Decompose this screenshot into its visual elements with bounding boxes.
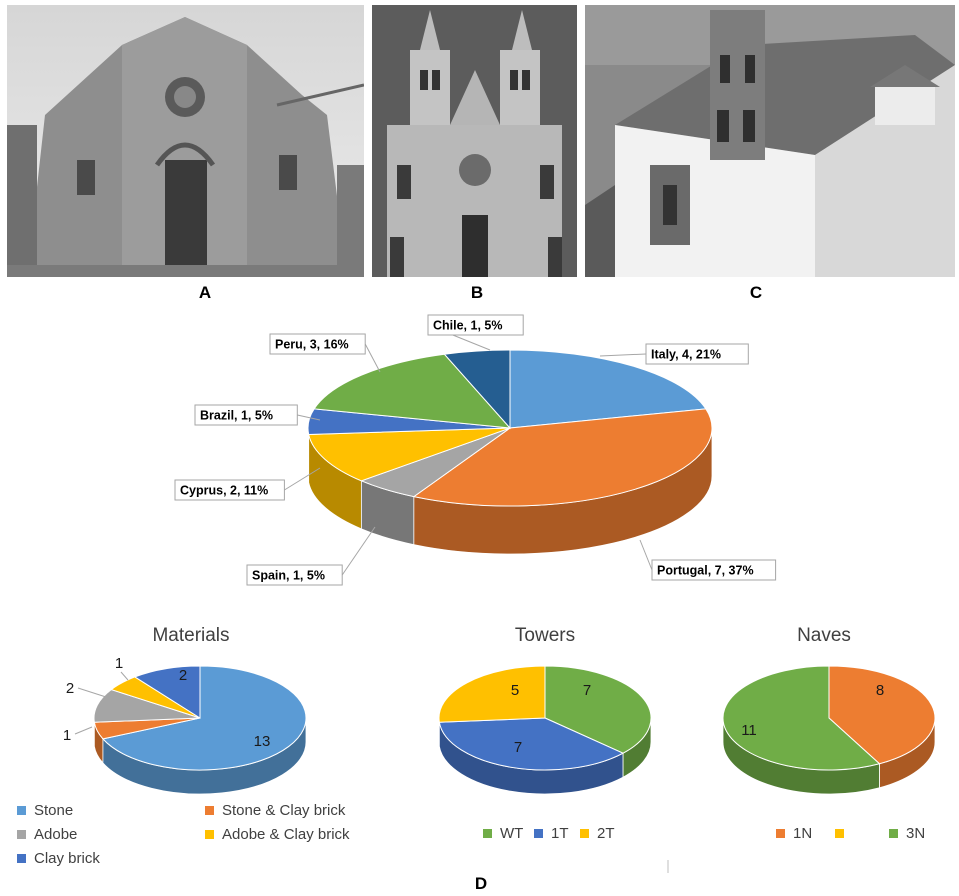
naves-legend: 1N 3N [776, 825, 925, 842]
materials-legend-swatch [205, 806, 214, 815]
naves-pie: Naves 8 11 [722, 625, 936, 795]
towers-legend-swatch [580, 829, 589, 838]
materials-legend-swatch [205, 830, 214, 839]
leader-line [74, 726, 93, 735]
towers-slice-1t [438, 717, 625, 771]
towers-legend-label: WT [500, 825, 523, 842]
naves-slice-1n [828, 665, 936, 765]
naves-legend-swatch [889, 829, 898, 838]
towers-slice-wt [544, 665, 652, 754]
naves-legend-label: 1N [793, 825, 812, 842]
materials-slice-clay-brick [133, 665, 201, 719]
towers-legend-swatch [534, 829, 543, 838]
countries-slice-italy [509, 349, 707, 429]
materials-legend-swatch [17, 806, 26, 815]
materials-slice-stone [101, 665, 307, 771]
countries-slice-portugal [412, 408, 713, 507]
naves-slice-3n [722, 665, 881, 771]
materials-value-label: 1 [63, 727, 71, 744]
materials-value-label: 1 [115, 655, 123, 672]
leader-line [284, 467, 321, 491]
materials-title: Materials [152, 625, 229, 646]
data-label-box [427, 314, 524, 336]
leader-line [77, 687, 107, 698]
materials-legend: Stone Stone & Clay brick Adobe Adobe & Clay… [17, 802, 350, 867]
panel-label-a: A [198, 283, 212, 302]
data-label: Portugal, 7, 37% [657, 564, 754, 578]
naves-value-label: 8 [876, 682, 884, 699]
photo-a [7, 5, 364, 277]
leader-line [639, 539, 653, 571]
materials-legend-label: Adobe & Clay brick [222, 826, 350, 843]
materials-legend-label: Adobe [34, 826, 77, 843]
data-label-box [269, 333, 366, 355]
photo-a-drawing [7, 5, 364, 277]
towers-legend-swatch [483, 829, 492, 838]
naves-legend-swatch [835, 829, 844, 838]
countries-pie [307, 349, 713, 555]
leader-line [120, 671, 129, 681]
data-label-box [651, 559, 777, 581]
materials-legend-label: Stone & Clay brick [222, 802, 346, 819]
data-label: Peru, 3, 16% [275, 338, 349, 352]
materials-legend-label: Stone [34, 802, 73, 819]
data-label-box [645, 343, 749, 365]
panel-label-b: B [470, 283, 484, 302]
leader-line [341, 526, 376, 576]
materials-value-label: 2 [66, 680, 74, 697]
towers-value-label: 7 [583, 682, 591, 699]
data-label: Chile, 1, 5% [433, 319, 502, 333]
panel-label-d: D [474, 874, 488, 893]
materials-value-label: 2 [179, 667, 187, 684]
leader-line [599, 353, 647, 357]
naves-legend-label: 3N [906, 825, 925, 842]
towers-legend-label: 2T [597, 825, 615, 842]
data-label-box [174, 479, 285, 501]
materials-value-label: 13 [254, 733, 271, 750]
naves-title: Naves [797, 625, 851, 646]
towers-pie: Towers 7 7 5 [438, 625, 652, 795]
photo-b-drawing [372, 5, 577, 277]
data-label: Cyprus, 2, 11% [180, 484, 268, 498]
materials-legend-label: Clay brick [34, 850, 100, 867]
towers-slice-2t [438, 665, 546, 723]
towers-legend-label: 1T [551, 825, 569, 842]
leader-line [364, 343, 381, 373]
countries-slice-cyprus [308, 427, 511, 482]
towers-value-label: 7 [514, 739, 522, 756]
towers-title: Towers [515, 625, 575, 646]
photo-b [372, 5, 577, 277]
data-label: Brazil, 1, 5% [200, 409, 273, 423]
panel-label-c: C [749, 283, 763, 302]
data-label: Spain, 1, 5% [252, 569, 325, 583]
data-label-box [194, 404, 298, 426]
data-label-box [246, 564, 343, 586]
naves-legend-swatch [776, 829, 785, 838]
materials-pie: Materials 13 2 1 2 1 [63, 625, 307, 795]
naves-value-label: 11 [741, 722, 757, 739]
data-label: Italy, 4, 21% [651, 348, 721, 362]
photo-c-drawing [585, 5, 955, 277]
leader-line [297, 414, 321, 421]
countries-slice-peru [313, 353, 512, 429]
photo-c [585, 5, 955, 277]
towers-legend: WT 1T 2T [483, 825, 615, 842]
towers-value-label: 5 [511, 682, 519, 699]
countries-data-labels: Italy, 4, 21% Portugal, 7, 37% Spain, 1, 5… [174, 314, 777, 586]
countries-slice-chile [443, 349, 511, 430]
materials-legend-swatch [17, 830, 26, 839]
materials-legend-swatch [17, 854, 26, 863]
materials-slice-adobe [93, 689, 201, 723]
